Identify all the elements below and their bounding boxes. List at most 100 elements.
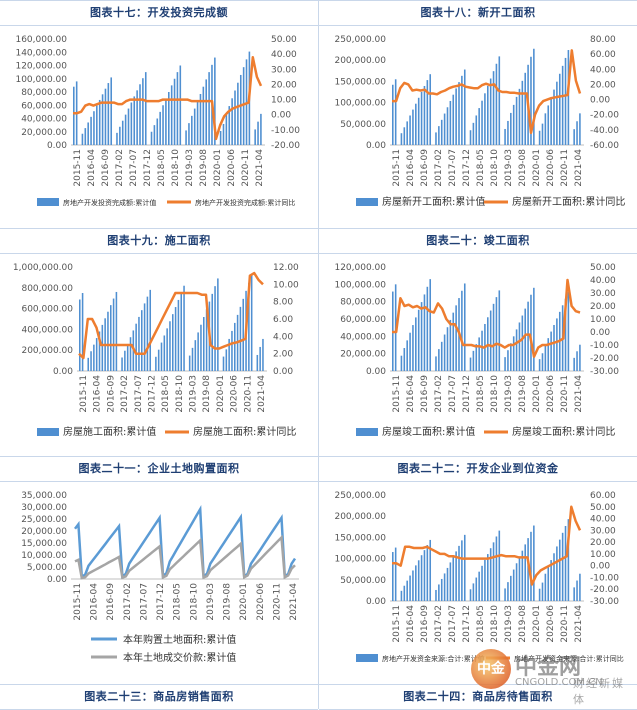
left-tick-label: 150,000.00	[334, 533, 386, 543]
bar	[507, 582, 509, 601]
bar	[446, 567, 449, 601]
left-tick-label: 30,000.00	[21, 503, 67, 513]
bar	[234, 322, 236, 371]
title-chart-17: 图表十七：开发投资完成额	[0, 0, 318, 26]
right-tick-label: 10.00	[590, 550, 616, 560]
bar	[538, 588, 541, 601]
right-tick-label: -30.00	[590, 367, 619, 377]
bar	[472, 122, 475, 145]
bar	[200, 324, 202, 371]
bar	[170, 85, 173, 145]
x-tick-label: 2016-09	[420, 605, 430, 643]
x-tick-label: 2016-04	[87, 149, 97, 187]
bar	[556, 81, 558, 145]
bar	[400, 133, 403, 145]
x-tick-label: 2016-09	[101, 149, 111, 187]
left-tick-label: 400,000.00	[21, 325, 73, 335]
bar	[558, 73, 561, 145]
bar	[237, 82, 239, 145]
bar	[90, 351, 92, 371]
bar	[239, 74, 242, 145]
x-tick-label: 2015-11	[79, 375, 89, 413]
line-series-yoy	[392, 278, 581, 358]
bar	[426, 545, 429, 601]
legend-bar-swatch	[356, 198, 378, 206]
bar	[133, 96, 136, 145]
x-tick-label: 2019-03	[504, 605, 514, 643]
bar	[553, 324, 555, 371]
chart-21-panel: 35,000.00 30,000.00 25,000.00 20,000.00 15,0…	[7, 483, 312, 681]
bar	[420, 555, 423, 601]
bar	[553, 553, 555, 601]
bar	[455, 305, 457, 371]
legend-bar-label: 房地产开发投资完成额:累计值	[63, 198, 156, 207]
bar	[573, 587, 575, 601]
bar	[564, 57, 567, 145]
bar	[484, 559, 486, 601]
bar	[96, 105, 98, 145]
bar	[415, 565, 417, 601]
bar	[412, 325, 414, 371]
right-tick-label: 30.00	[271, 65, 297, 75]
x-tick-label: 2020-01	[532, 375, 542, 413]
bar	[205, 79, 208, 145]
x-tick-label: 2020-11	[272, 583, 282, 621]
x-tick-label: 2018-10	[490, 375, 500, 413]
bar	[173, 78, 176, 145]
bar	[576, 580, 578, 601]
bar	[504, 357, 506, 371]
bar	[139, 84, 141, 145]
x-tick-label: 2019-08	[518, 605, 528, 643]
bar	[176, 72, 179, 145]
bar	[567, 50, 570, 145]
bar	[242, 298, 245, 371]
bar	[257, 121, 259, 145]
bar	[579, 573, 581, 601]
right-tick-label: 50.00	[590, 503, 616, 513]
bar	[449, 319, 452, 371]
left-tick-label: 100,000.00	[334, 280, 386, 290]
legend-line-label: 房屋施工面积:累计同比	[193, 425, 296, 438]
right-tick-label: -20.00	[271, 141, 300, 151]
x-tick-label: 2020-01	[532, 605, 542, 643]
x-tick-label: 2020-11	[241, 149, 251, 187]
bar	[394, 547, 397, 601]
bar	[475, 577, 478, 601]
watermark-slogan: 财经新媒体	[573, 677, 625, 706]
bar	[222, 356, 225, 371]
bar	[169, 321, 171, 371]
right-tick-label: 40.00	[590, 65, 616, 75]
right-tick-label: -40.00	[590, 126, 619, 136]
bar	[438, 126, 440, 145]
bar	[440, 341, 443, 371]
bar	[438, 349, 440, 371]
bar	[440, 119, 443, 145]
bar	[498, 530, 501, 601]
bar	[446, 107, 449, 145]
x-tick-label: 2021-04	[574, 149, 584, 187]
left-tick-label: 0.00	[53, 367, 73, 377]
bar	[524, 72, 527, 145]
bar	[449, 562, 452, 601]
bar	[130, 102, 133, 145]
bar	[489, 548, 492, 601]
bar	[435, 132, 437, 145]
x-tick-label: 2016-09	[420, 375, 430, 413]
bar	[512, 104, 515, 145]
bar	[495, 297, 498, 371]
bar	[481, 330, 483, 371]
x-tick-label: 2019-03	[504, 149, 514, 187]
bar	[95, 338, 98, 371]
legend-bar-swatch	[356, 428, 378, 436]
bar	[507, 120, 509, 145]
bar	[524, 544, 527, 601]
left-tick-label: 160,000.00	[15, 35, 67, 45]
x-tick-label: 2020-06	[230, 375, 240, 413]
bar	[107, 311, 109, 371]
x-tick-label: 2019-03	[504, 375, 514, 413]
bar	[518, 322, 521, 371]
bar	[515, 563, 518, 601]
right-tick-label: 12.00	[273, 263, 299, 273]
bar	[550, 560, 552, 601]
bar	[443, 334, 446, 371]
